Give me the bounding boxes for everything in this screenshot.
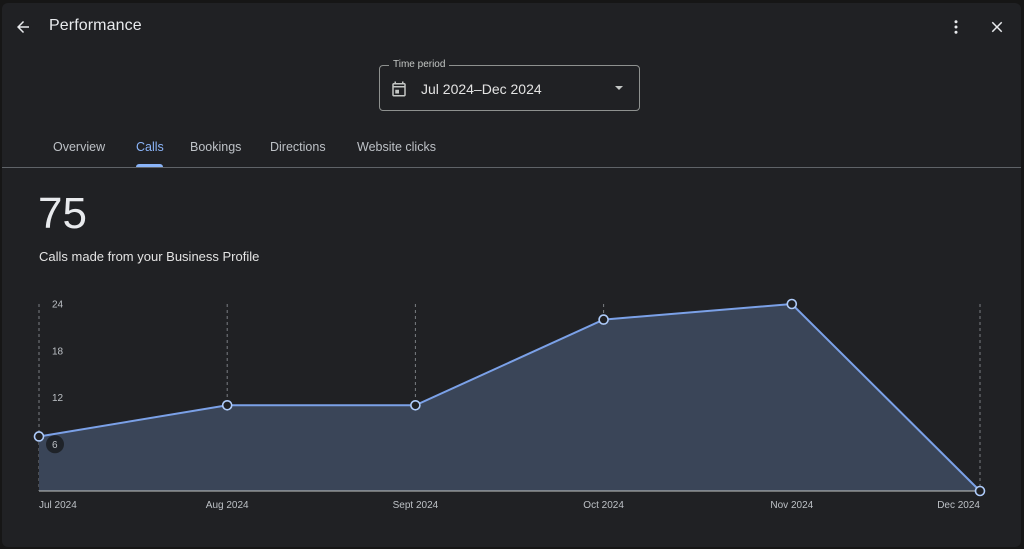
- tab-calls[interactable]: Calls: [136, 140, 164, 154]
- data-point-3[interactable]: [598, 314, 609, 325]
- tab-directions[interactable]: Directions: [270, 140, 326, 154]
- data-point-5[interactable]: [974, 485, 986, 497]
- time-period-value: Jul 2024–Dec 2024: [421, 81, 542, 97]
- tab-website-clicks[interactable]: Website clicks: [357, 140, 436, 154]
- x-tick-label-0: Jul 2024: [39, 500, 77, 511]
- x-tick-label-4: Nov 2024: [770, 500, 813, 511]
- metric-tabs: Overview Calls Bookings Directions Websi…: [2, 131, 1021, 168]
- back-button[interactable]: [9, 13, 37, 41]
- close-button[interactable]: [983, 13, 1011, 41]
- x-tick-label-2: Sept 2024: [393, 500, 439, 511]
- time-period-label: Time period: [389, 59, 450, 71]
- more-vert-icon: [954, 20, 958, 34]
- calendar-icon: [392, 81, 406, 97]
- chart-area: [39, 304, 980, 491]
- total-calls-description: Calls made from your Business Profile: [39, 249, 260, 264]
- chevron-down-icon: [615, 86, 623, 90]
- tab-overview[interactable]: Overview: [53, 140, 106, 154]
- data-point-1[interactable]: [221, 399, 233, 411]
- y-tick-label-0: 24: [52, 300, 64, 311]
- data-point-2[interactable]: [410, 399, 421, 411]
- total-calls-value: 75: [38, 189, 87, 238]
- chart-line: [38, 302, 981, 492]
- data-point-0[interactable]: [33, 431, 45, 442]
- arrow-back-icon: [17, 21, 29, 33]
- x-tick-label-1: Aug 2024: [206, 500, 249, 511]
- close-icon: [991, 21, 1003, 33]
- y-tick-badge: [46, 435, 64, 454]
- data-point-4[interactable]: [786, 298, 798, 310]
- x-tick-label-3: Oct 2024: [583, 500, 624, 511]
- more-options-button[interactable]: [942, 13, 970, 41]
- calls-area-chart: 24 18 12 6 Jul 2024 Aug 2024 Sept 2024 Oct 202…: [33, 298, 986, 511]
- tab-bookings[interactable]: Bookings: [190, 140, 242, 154]
- performance-panel: Performance Time period Jul 2024–Dec 202…: [2, 3, 1021, 547]
- active-tab-indicator: [136, 164, 163, 167]
- y-tick-label-3: 6: [52, 440, 58, 451]
- x-tick-label-5: Dec 2024: [937, 500, 980, 511]
- page-title: Performance: [49, 17, 142, 34]
- time-period-select[interactable]: Time period Jul 2024–Dec 2024: [379, 59, 640, 111]
- y-tick-label-1: 18: [52, 346, 64, 357]
- y-tick-label-2: 12: [52, 393, 64, 404]
